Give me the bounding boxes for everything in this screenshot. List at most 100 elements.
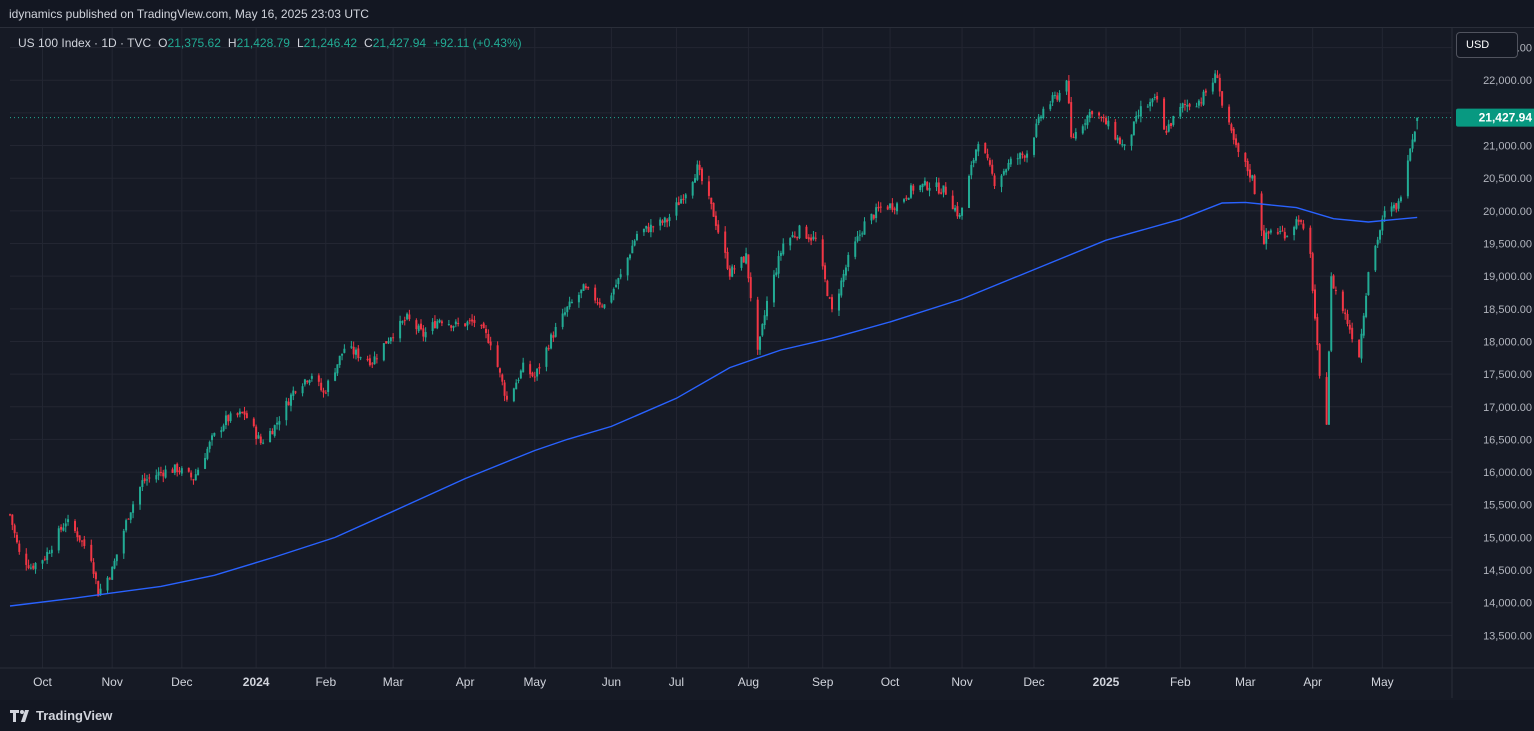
candle-body [1293, 227, 1296, 236]
candle-body [352, 346, 355, 355]
candle-body [420, 323, 423, 330]
candle-body [1070, 102, 1073, 137]
candle-body [1376, 239, 1379, 245]
candle-body [1221, 91, 1224, 106]
candle-body [190, 472, 193, 478]
candle-body [1179, 106, 1182, 117]
candle-body [187, 467, 190, 472]
candle-body [236, 413, 239, 416]
candle-body [561, 313, 564, 327]
y-tick-label: 19,500.00 [1483, 239, 1532, 251]
currency-button[interactable]: USD [1456, 32, 1518, 58]
candle-body [854, 241, 857, 257]
low-label: L [296, 36, 304, 50]
candle-body [1056, 95, 1059, 100]
ohlc-legend: US 100 Index · 1D · TVC O 21,375.62 H 21,4… [18, 36, 522, 50]
candle-body [320, 382, 323, 391]
candle-body [338, 355, 341, 366]
candle-body [547, 348, 550, 350]
candle-body [1167, 124, 1170, 132]
open-value: 21,375.62 [167, 36, 221, 50]
candle-body [1237, 143, 1240, 152]
candle-body [229, 413, 232, 421]
candle-body [921, 183, 924, 188]
candle-body [1286, 236, 1289, 238]
candle-body [1360, 333, 1363, 359]
candle-body [1172, 116, 1175, 125]
candle-body [879, 206, 882, 208]
high-value: 21,428.79 [236, 36, 290, 50]
candle-body [197, 469, 200, 476]
candle-body [942, 185, 945, 193]
candle-body [9, 514, 11, 516]
candle-body [1327, 351, 1330, 425]
candle-body [512, 388, 515, 402]
candle-body [1316, 317, 1319, 345]
chart-area[interactable]: 13,500.00 14,000.00 14,500.00 15,000.00 15,5… [0, 28, 1534, 700]
symbol-label[interactable]: US 100 Index · 1D · TVC [18, 36, 152, 50]
candle-body [238, 411, 241, 415]
candle-body [1105, 117, 1108, 125]
candle-body [696, 164, 699, 180]
candle-body [631, 245, 634, 254]
candle-body [294, 391, 297, 393]
candle-body [317, 375, 320, 382]
candle-body [1137, 115, 1140, 117]
candle-body [568, 301, 571, 308]
candle-body [424, 331, 427, 338]
candle-body [194, 474, 197, 481]
footer: TradingView [0, 700, 1534, 731]
y-tick-label: 17,500.00 [1483, 369, 1532, 381]
candle-body [796, 237, 799, 239]
candle-body [13, 525, 16, 534]
candle-body [111, 567, 114, 580]
candle-body [863, 221, 866, 235]
candle-body [1156, 95, 1159, 100]
publish-text: idynamics published on TradingView.com, … [9, 6, 369, 21]
candle-body [139, 487, 142, 505]
candle-body [92, 562, 95, 574]
candle-body [1235, 138, 1238, 145]
candle-body [1230, 124, 1233, 131]
candle-body [241, 411, 244, 413]
candle-body [1348, 324, 1351, 330]
candlestick-chart[interactable]: 13,500.00 14,000.00 14,500.00 15,000.00 15,5… [0, 28, 1534, 700]
candle-body [322, 390, 325, 393]
candle-body [944, 186, 947, 195]
candle-body [545, 347, 548, 367]
candle-body [517, 379, 520, 381]
candle-body [306, 380, 309, 383]
candle-body [610, 295, 613, 303]
tradingview-logo-icon[interactable] [10, 709, 32, 722]
candle-body [649, 224, 652, 233]
y-tick-label: 16,000.00 [1483, 467, 1532, 479]
candle-body [837, 293, 840, 311]
candle-body [78, 535, 81, 541]
candle-body [875, 207, 878, 219]
candle-body [276, 422, 279, 425]
candle-body [1204, 90, 1207, 93]
candle-body [907, 197, 910, 200]
x-tick-label: Aug [738, 675, 759, 689]
candle-body [958, 214, 961, 218]
candle-body [826, 280, 829, 296]
candle-body [433, 320, 436, 329]
candle-body [682, 198, 685, 201]
candle-body [1358, 339, 1361, 358]
candle-body [1365, 295, 1368, 317]
candle-body [714, 215, 717, 226]
candle-body [1383, 210, 1386, 218]
candle-body [485, 328, 488, 333]
candle-body [587, 286, 590, 289]
candle-body [401, 321, 404, 323]
candle-body [399, 320, 402, 339]
candle-body [1100, 117, 1103, 119]
candle-body [176, 463, 179, 473]
candle-body [970, 164, 973, 176]
x-tick-label: May [523, 675, 546, 689]
candle-body [1311, 253, 1314, 291]
candle-body [1049, 104, 1052, 110]
candle-body [480, 324, 483, 326]
moving-average-line [9, 201, 1418, 607]
candle-body [680, 199, 683, 204]
